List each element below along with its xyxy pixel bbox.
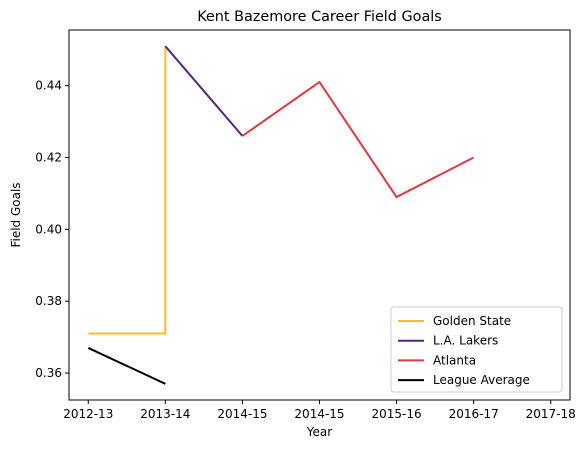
series-layer bbox=[87, 45, 475, 385]
y-tick-label: 0.42 bbox=[35, 151, 62, 165]
y-axis-title: Field Goals bbox=[9, 182, 23, 247]
legend-box bbox=[390, 306, 563, 393]
x-tick-label: 2016-17 bbox=[449, 407, 499, 421]
legend-label: Atlanta bbox=[433, 353, 476, 367]
y-tick-label: 0.40 bbox=[35, 222, 62, 236]
series-line-3 bbox=[241, 80, 475, 199]
y-tick-label: 0.38 bbox=[35, 294, 62, 308]
x-tick-label: 2017-18 bbox=[526, 407, 576, 421]
series-line-4 bbox=[87, 347, 166, 385]
y-tick-label: 0.36 bbox=[35, 366, 62, 380]
x-tick-label: 2014-15 bbox=[294, 407, 344, 421]
y-tick-label: 0.44 bbox=[35, 79, 62, 93]
legend-label: League Average bbox=[433, 373, 530, 387]
chart-title: Kent Bazemore Career Field Goals bbox=[197, 9, 442, 25]
legend: Golden State L.A. Lakers Atlanta League Ave… bbox=[390, 306, 563, 393]
legend-label: Golden State bbox=[433, 314, 511, 328]
ticks-layer: 2012-13 2013-14 2014-15 2014-15 2015-16 2016-… bbox=[35, 79, 576, 421]
x-tick-label: 2012-13 bbox=[63, 407, 113, 421]
x-tick-label: 2014-15 bbox=[217, 407, 267, 421]
x-tick-label: 2015-16 bbox=[372, 407, 422, 421]
series-line-2 bbox=[164, 45, 244, 137]
x-tick-label: 2013-14 bbox=[140, 407, 190, 421]
legend-label: L.A. Lakers bbox=[433, 334, 498, 348]
x-axis-title: Year bbox=[306, 425, 332, 439]
series-line-1 bbox=[88, 46, 167, 335]
